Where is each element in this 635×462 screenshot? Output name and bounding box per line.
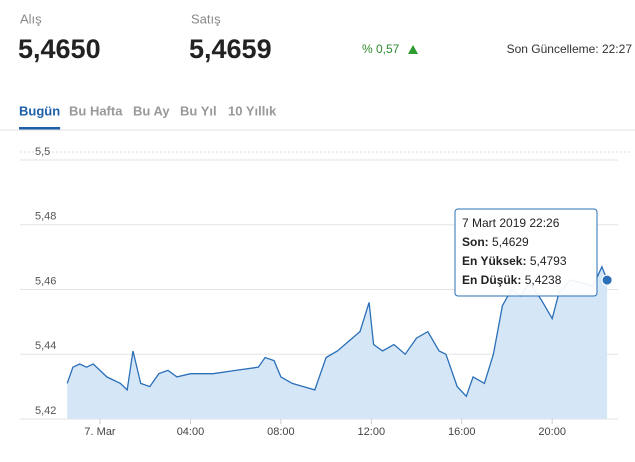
tooltip-label: En Düşük:: [462, 273, 521, 287]
x-tick-label: 20:00: [538, 426, 566, 438]
y-tick-label: 5,42: [35, 405, 56, 417]
x-tick-label: 04:00: [177, 426, 205, 438]
tooltip-box: [454, 208, 598, 297]
up-arrow: [408, 45, 418, 54]
updated: Son Güncelleme: 22:27: [507, 42, 633, 56]
tooltip-line: En Yüksek: 5,4793: [462, 254, 567, 268]
x-tick-label: 12:00: [358, 426, 386, 438]
y-tick-label: 5,46: [35, 275, 56, 287]
ask-label: Satış: [191, 11, 221, 26]
tooltip-date: 7 Mart 2019 22:26: [462, 216, 560, 230]
tooltip-value: 5,4793: [530, 254, 567, 268]
bid-label: Alış: [20, 11, 42, 26]
tab[interactable]: Bu Hafta: [69, 103, 123, 118]
tab-underline: [19, 127, 61, 130]
x-tick-label: 7. Mar: [84, 426, 116, 438]
tooltip-value: 5,4238: [525, 273, 562, 287]
last-point: [601, 274, 613, 286]
tooltip: 7 Mart 2019 22:26 Son: 5,4629 En Yüksek:…: [454, 208, 598, 297]
bid-value: 5,4650: [18, 34, 101, 64]
tab[interactable]: Bugün: [19, 103, 60, 118]
tooltip-value: 5,4629: [492, 235, 529, 249]
tooltip-label: Son:: [462, 235, 489, 249]
y-tick-label: 5,48: [35, 211, 56, 223]
tab[interactable]: Bu Ay: [133, 103, 170, 118]
tooltip-label: En Yüksek:: [462, 254, 526, 268]
tooltip-line: En Düşük: 5,4238: [462, 273, 562, 287]
tab[interactable]: 10 Yıllık: [228, 103, 277, 118]
tab[interactable]: Bu Yıl: [180, 103, 217, 118]
tooltip-line: Son: 5,4629: [462, 235, 529, 249]
x-tick-label: 08:00: [267, 426, 295, 438]
y-tick-label: 5,5: [35, 146, 50, 158]
ask-value: 5,4659: [189, 34, 272, 64]
change: % 0,57: [362, 42, 400, 56]
x-tick-label: 16:00: [448, 426, 476, 438]
y-tick-label: 5,44: [35, 340, 56, 352]
